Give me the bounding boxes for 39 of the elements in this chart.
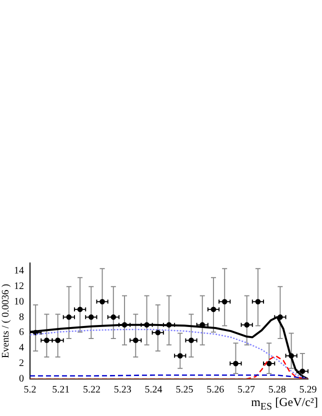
y-tick-label: 2 (19, 358, 24, 370)
point (132, 338, 138, 344)
point (278, 314, 283, 320)
point (266, 360, 272, 366)
y-tick-label: 10 (14, 296, 24, 308)
x-axis-title: m$_{ES}$ [GeV/c²] (251, 395, 318, 412)
y-tick-label: 14 (14, 265, 24, 276)
point (222, 298, 228, 304)
point (77, 306, 83, 312)
point (255, 298, 261, 304)
x-tick-label: 5.2 (24, 384, 36, 396)
point (44, 338, 50, 344)
point (100, 298, 105, 304)
point (188, 338, 194, 344)
point (244, 322, 250, 328)
point (177, 353, 183, 358)
point (88, 314, 94, 320)
y-tick-label: 8 (19, 312, 24, 323)
x-tick-label: 5.24 (144, 384, 162, 396)
y-tick-label: 4 (19, 342, 24, 354)
point (55, 338, 60, 344)
x-tick-label: 5.28 (268, 384, 286, 396)
y-tick-label: 6 (19, 327, 24, 338)
x-tick-label: 5.21 (52, 384, 70, 396)
x-tick-label: 5.26 (206, 384, 224, 396)
point (300, 368, 306, 374)
x-tick-label: 5.27 (237, 384, 255, 396)
x-tick-label: 5.23 (114, 384, 132, 396)
y-tick-label: 12 (14, 280, 24, 292)
point (233, 360, 238, 366)
x-tick-label: 5.22 (83, 384, 101, 396)
point (66, 314, 72, 320)
y-axis-title: Events / ( 0.0036 ) (0, 284, 12, 358)
x-tick-label: 5.29 (299, 384, 317, 396)
y-tick-label: 0 (19, 374, 24, 385)
point (155, 330, 161, 336)
point (110, 314, 116, 320)
x-tick-label: 5.25 (176, 384, 194, 396)
point (210, 306, 216, 312)
